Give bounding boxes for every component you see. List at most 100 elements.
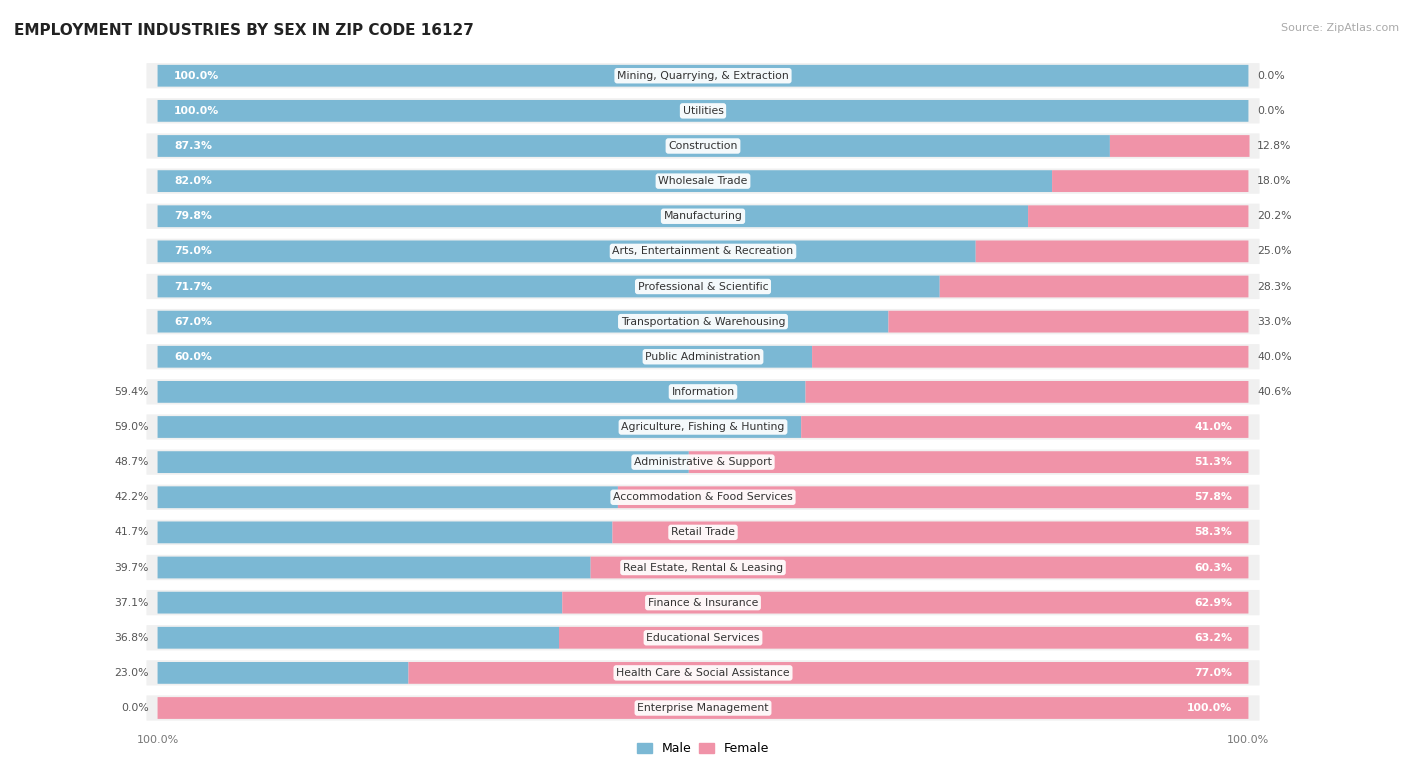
- Text: 41.0%: 41.0%: [1194, 422, 1232, 432]
- Text: 33.0%: 33.0%: [1257, 317, 1292, 327]
- FancyBboxPatch shape: [146, 168, 1260, 194]
- FancyBboxPatch shape: [157, 662, 409, 684]
- FancyBboxPatch shape: [689, 451, 1249, 473]
- FancyBboxPatch shape: [146, 133, 1260, 158]
- FancyBboxPatch shape: [157, 65, 1249, 87]
- Text: Wholesale Trade: Wholesale Trade: [658, 176, 748, 186]
- FancyBboxPatch shape: [146, 590, 1260, 615]
- FancyBboxPatch shape: [146, 274, 1260, 299]
- Text: 59.4%: 59.4%: [114, 387, 149, 397]
- FancyBboxPatch shape: [591, 556, 1249, 578]
- Text: 39.7%: 39.7%: [114, 563, 149, 573]
- FancyBboxPatch shape: [157, 135, 1109, 157]
- FancyBboxPatch shape: [157, 521, 613, 543]
- FancyBboxPatch shape: [562, 592, 1249, 614]
- Text: 18.0%: 18.0%: [1257, 176, 1292, 186]
- FancyBboxPatch shape: [146, 414, 1260, 440]
- FancyBboxPatch shape: [560, 627, 1249, 649]
- FancyBboxPatch shape: [146, 239, 1260, 264]
- Text: 42.2%: 42.2%: [114, 492, 149, 502]
- Text: 75.0%: 75.0%: [174, 246, 212, 256]
- FancyBboxPatch shape: [813, 346, 1249, 368]
- FancyBboxPatch shape: [1052, 170, 1249, 192]
- FancyBboxPatch shape: [157, 592, 562, 614]
- FancyBboxPatch shape: [157, 275, 939, 297]
- FancyBboxPatch shape: [157, 556, 591, 578]
- Text: Retail Trade: Retail Trade: [671, 528, 735, 538]
- Text: 63.2%: 63.2%: [1194, 632, 1232, 643]
- FancyBboxPatch shape: [806, 381, 1249, 403]
- FancyBboxPatch shape: [146, 344, 1260, 369]
- FancyBboxPatch shape: [146, 485, 1260, 510]
- FancyBboxPatch shape: [617, 487, 1249, 508]
- Text: 87.3%: 87.3%: [174, 141, 212, 151]
- FancyBboxPatch shape: [146, 99, 1260, 123]
- Text: 82.0%: 82.0%: [174, 176, 212, 186]
- Text: 71.7%: 71.7%: [174, 282, 212, 292]
- FancyBboxPatch shape: [157, 416, 801, 438]
- Text: 23.0%: 23.0%: [114, 668, 149, 678]
- Text: 100.0%: 100.0%: [174, 106, 219, 116]
- FancyBboxPatch shape: [157, 487, 617, 508]
- Text: 60.0%: 60.0%: [174, 352, 212, 362]
- Text: 62.9%: 62.9%: [1194, 598, 1232, 608]
- FancyBboxPatch shape: [157, 241, 976, 262]
- Text: Source: ZipAtlas.com: Source: ZipAtlas.com: [1281, 23, 1399, 33]
- Text: Arts, Entertainment & Recreation: Arts, Entertainment & Recreation: [613, 246, 793, 256]
- FancyBboxPatch shape: [146, 695, 1260, 721]
- FancyBboxPatch shape: [146, 63, 1260, 88]
- FancyBboxPatch shape: [157, 310, 889, 333]
- FancyBboxPatch shape: [157, 170, 1052, 192]
- Text: 20.2%: 20.2%: [1257, 211, 1292, 221]
- FancyBboxPatch shape: [1028, 206, 1249, 227]
- Text: 36.8%: 36.8%: [114, 632, 149, 643]
- Text: Finance & Insurance: Finance & Insurance: [648, 598, 758, 608]
- Text: 59.0%: 59.0%: [114, 422, 149, 432]
- FancyBboxPatch shape: [889, 310, 1249, 333]
- Text: Public Administration: Public Administration: [645, 352, 761, 362]
- Text: 100.0%: 100.0%: [1187, 703, 1232, 713]
- Text: 77.0%: 77.0%: [1194, 668, 1232, 678]
- FancyBboxPatch shape: [976, 241, 1249, 262]
- Text: Administrative & Support: Administrative & Support: [634, 457, 772, 467]
- FancyBboxPatch shape: [157, 100, 1249, 122]
- Text: Utilities: Utilities: [682, 106, 724, 116]
- Text: Enterprise Management: Enterprise Management: [637, 703, 769, 713]
- Text: 0.0%: 0.0%: [1257, 71, 1285, 81]
- Text: 41.7%: 41.7%: [114, 528, 149, 538]
- FancyBboxPatch shape: [613, 521, 1249, 543]
- FancyBboxPatch shape: [146, 660, 1260, 685]
- FancyBboxPatch shape: [939, 275, 1249, 297]
- FancyBboxPatch shape: [146, 449, 1260, 475]
- Text: 40.0%: 40.0%: [1257, 352, 1292, 362]
- Text: 60.3%: 60.3%: [1194, 563, 1232, 573]
- Text: 67.0%: 67.0%: [174, 317, 212, 327]
- FancyBboxPatch shape: [146, 555, 1260, 580]
- FancyBboxPatch shape: [146, 203, 1260, 229]
- Text: 37.1%: 37.1%: [114, 598, 149, 608]
- Text: 0.0%: 0.0%: [121, 703, 149, 713]
- Text: EMPLOYMENT INDUSTRIES BY SEX IN ZIP CODE 16127: EMPLOYMENT INDUSTRIES BY SEX IN ZIP CODE…: [14, 23, 474, 38]
- FancyBboxPatch shape: [146, 309, 1260, 334]
- FancyBboxPatch shape: [146, 379, 1260, 404]
- Text: 79.8%: 79.8%: [174, 211, 212, 221]
- Text: 28.3%: 28.3%: [1257, 282, 1292, 292]
- FancyBboxPatch shape: [157, 206, 1028, 227]
- Text: 57.8%: 57.8%: [1194, 492, 1232, 502]
- Text: Manufacturing: Manufacturing: [664, 211, 742, 221]
- Text: Real Estate, Rental & Leasing: Real Estate, Rental & Leasing: [623, 563, 783, 573]
- Text: Professional & Scientific: Professional & Scientific: [638, 282, 768, 292]
- Text: 100.0%: 100.0%: [174, 71, 219, 81]
- Text: Agriculture, Fishing & Hunting: Agriculture, Fishing & Hunting: [621, 422, 785, 432]
- Text: 51.3%: 51.3%: [1194, 457, 1232, 467]
- Text: 0.0%: 0.0%: [1257, 106, 1285, 116]
- FancyBboxPatch shape: [801, 416, 1249, 438]
- Text: 58.3%: 58.3%: [1194, 528, 1232, 538]
- FancyBboxPatch shape: [157, 697, 1249, 719]
- FancyBboxPatch shape: [157, 381, 806, 403]
- Text: 25.0%: 25.0%: [1257, 246, 1292, 256]
- FancyBboxPatch shape: [157, 627, 560, 649]
- FancyBboxPatch shape: [157, 451, 689, 473]
- Text: Health Care & Social Assistance: Health Care & Social Assistance: [616, 668, 790, 678]
- Text: Educational Services: Educational Services: [647, 632, 759, 643]
